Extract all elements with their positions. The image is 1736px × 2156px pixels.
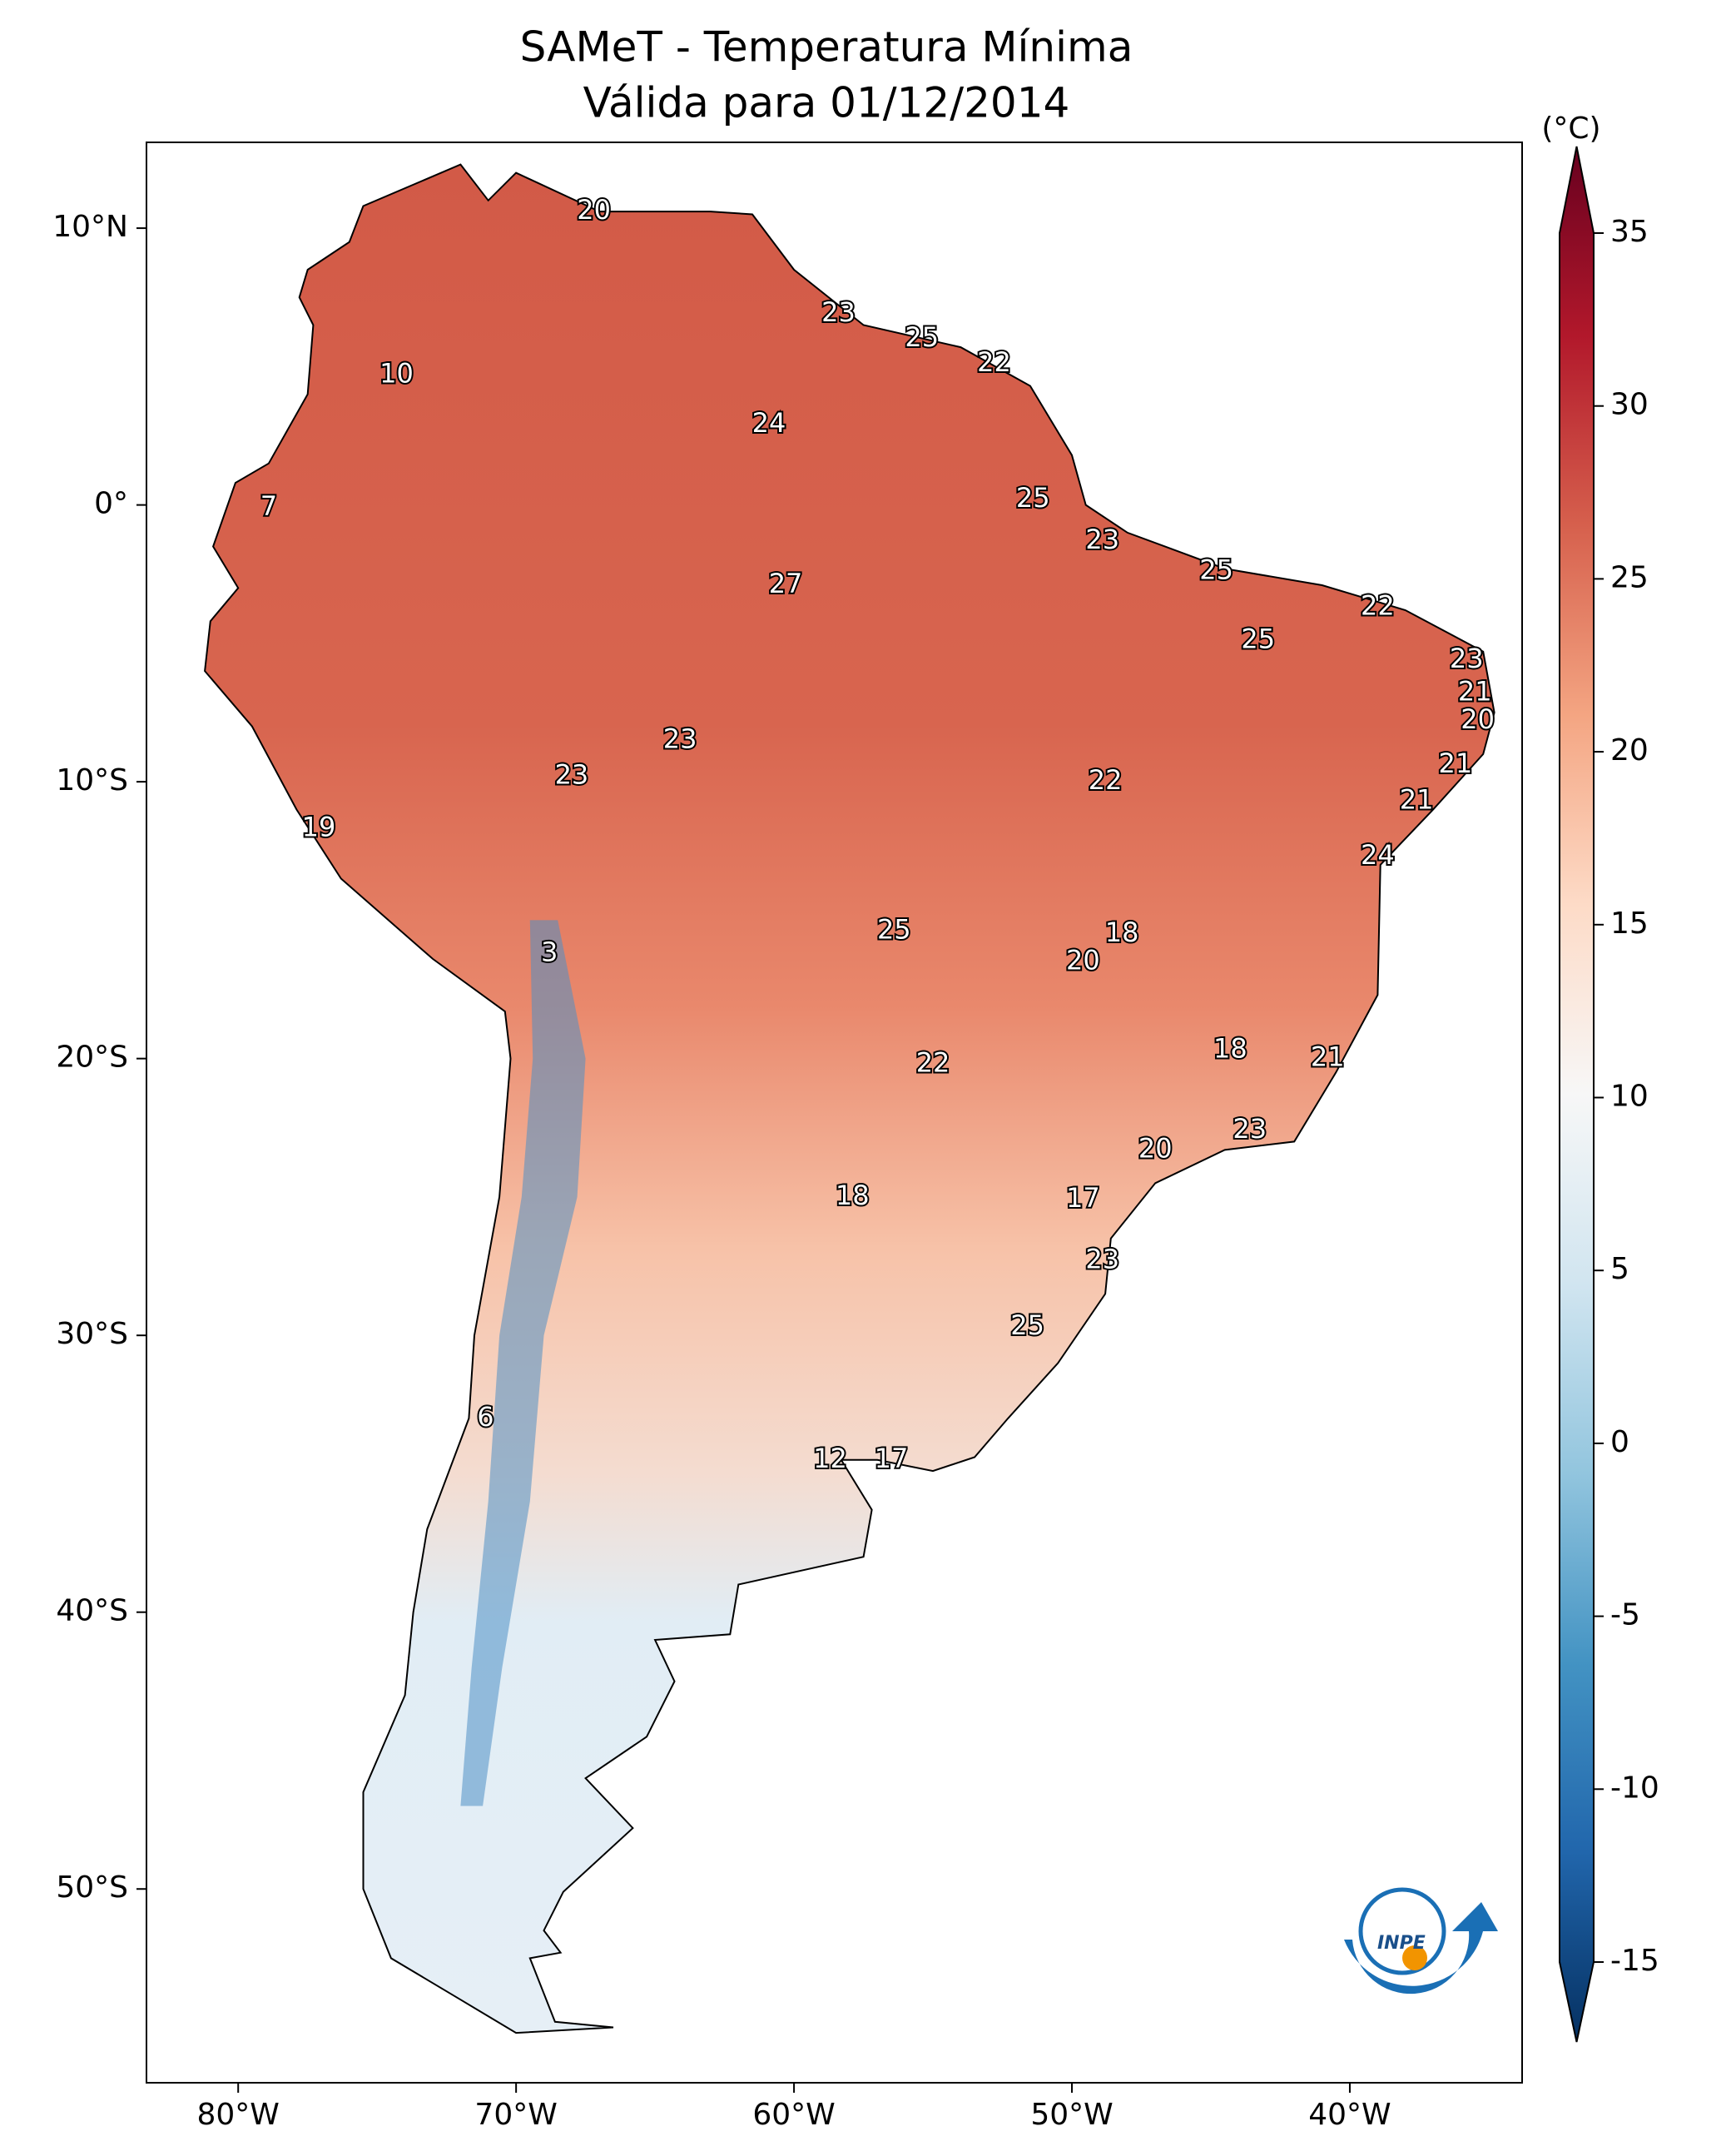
temperature-label: 23 xyxy=(821,296,856,328)
temperature-label: 27 xyxy=(769,568,803,599)
y-tick-label: 10°N xyxy=(52,210,128,244)
temperature-label: 25 xyxy=(1199,554,1233,585)
temperature-label: 23 xyxy=(1085,524,1119,555)
colorbar-tick-label: 35 xyxy=(1610,215,1649,249)
subtitle: Válida para 01/12/2014 xyxy=(583,79,1070,127)
y-tick-label: 0° xyxy=(94,487,128,521)
colorbar-tick-label: 25 xyxy=(1610,560,1649,594)
temperature-label: 6 xyxy=(477,1401,494,1433)
y-tick-label: 20°S xyxy=(56,1041,128,1075)
x-tick-label: 60°W xyxy=(752,2098,835,2132)
x-tick-label: 40°W xyxy=(1308,2098,1391,2132)
temperature-label: 18 xyxy=(1213,1033,1247,1065)
temperature-label: 22 xyxy=(977,346,1011,378)
colorbar-tick-label: -10 xyxy=(1610,1771,1659,1805)
colorbar-tick-label: 30 xyxy=(1610,388,1649,422)
temperature-label: 24 xyxy=(1361,839,1395,871)
colorbar-tick-label: -15 xyxy=(1610,1944,1659,1978)
title: SAMeT - Temperatura Mínima xyxy=(520,23,1133,72)
temperature-label: 21 xyxy=(1311,1041,1345,1073)
colorbar-tick-label: -5 xyxy=(1610,1598,1640,1632)
temperature-label: 25 xyxy=(877,914,911,946)
temperature-label: 23 xyxy=(663,723,697,754)
temperature-label: 22 xyxy=(1361,590,1395,622)
y-tick-label: 10°S xyxy=(56,763,128,797)
temperature-label: 17 xyxy=(1066,1182,1100,1214)
temperature-label: 23 xyxy=(1233,1113,1267,1145)
colorbar-tick-label: 15 xyxy=(1610,907,1649,941)
colorbar-tick-label: 20 xyxy=(1610,733,1649,768)
unit-label: (°C) xyxy=(1541,112,1600,146)
temperature-label: 12 xyxy=(813,1443,847,1474)
temperature-label: 22 xyxy=(1089,764,1123,796)
temperature-label: 18 xyxy=(1105,917,1139,948)
colorbar-tick-label: 10 xyxy=(1610,1080,1649,1114)
station-labels: 2010723252224252325222725232120212124232… xyxy=(259,192,1496,1476)
temperature-label: 24 xyxy=(752,407,786,439)
andes-cold-region xyxy=(460,920,586,1806)
temperature-label: 23 xyxy=(1085,1243,1119,1274)
x-tick-label: 80°W xyxy=(196,2098,279,2132)
temperature-label: 21 xyxy=(1438,748,1472,779)
colorbar-tick-label: 5 xyxy=(1610,1252,1629,1286)
temperature-label: 21 xyxy=(1400,783,1434,815)
colorbar-tick-label: 0 xyxy=(1610,1425,1629,1459)
temperature-label: 22 xyxy=(916,1046,950,1078)
logo-ring xyxy=(1358,1887,1446,1975)
y-tick-label: 50°S xyxy=(56,1870,128,1905)
y-tick-label: 30°S xyxy=(56,1317,128,1351)
temperature-label: 10 xyxy=(379,357,414,389)
x-tick-label: 50°W xyxy=(1030,2098,1113,2132)
map-area xyxy=(204,163,1495,2034)
temperature-label: 20 xyxy=(1461,703,1495,735)
temperature-label: 21 xyxy=(1458,676,1492,708)
logo-arrow xyxy=(1344,1902,1498,1995)
inpe-logo: INPE xyxy=(1344,1887,1498,1995)
temperature-label: 20 xyxy=(577,194,611,226)
temperature-label: 25 xyxy=(1010,1309,1044,1341)
logo-text: INPE xyxy=(1377,1933,1426,1954)
temperature-label: 20 xyxy=(1066,944,1100,976)
temperature-label: 25 xyxy=(1241,623,1275,655)
colorbar xyxy=(1559,146,1595,2043)
temperature-label: 25 xyxy=(905,321,939,353)
temperature-label: 7 xyxy=(260,490,277,522)
temperature-label: 25 xyxy=(1016,482,1050,514)
x-tick-label: 70°W xyxy=(474,2098,557,2132)
y-tick-label: 40°S xyxy=(56,1594,128,1628)
temperature-label: 18 xyxy=(836,1180,870,1211)
temperature-label: 17 xyxy=(875,1443,909,1474)
map-frame xyxy=(146,142,1523,2084)
temperature-label: 3 xyxy=(541,936,558,967)
logo-dot xyxy=(1402,1945,1427,1970)
temperature-label: 23 xyxy=(1450,643,1484,674)
temperature-label: 23 xyxy=(555,758,589,790)
temperature-label: 20 xyxy=(1138,1132,1173,1164)
land xyxy=(204,163,1495,2034)
temperature-label: 19 xyxy=(302,812,336,843)
